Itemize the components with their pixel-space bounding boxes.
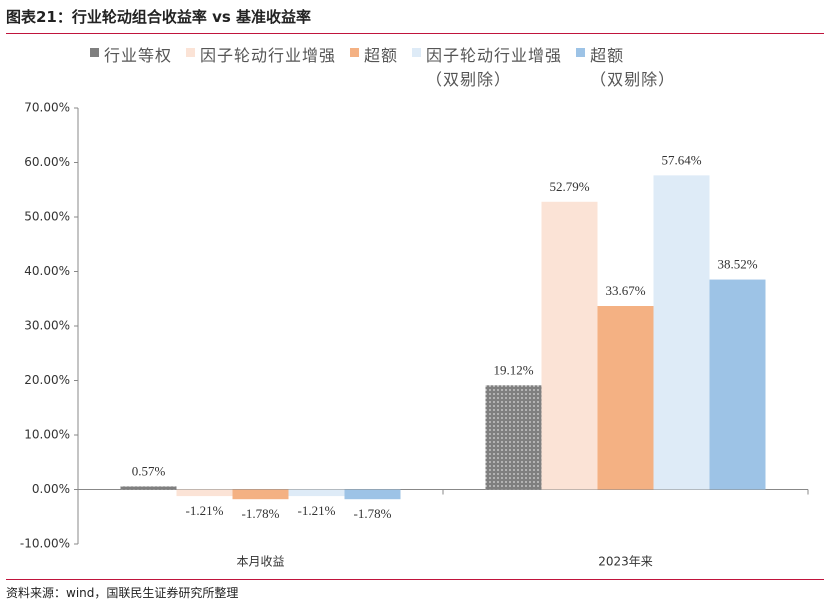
chart-title: 图表21：行业轮动组合收益率 vs 基准收益率 — [6, 8, 312, 26]
legend-item: 因子轮动行业增强 — [186, 42, 336, 90]
legend-swatch — [350, 48, 360, 57]
legend: 行业等权 因子轮动行业增强 超额 因子轮动行业增强（双剔除） 超额（双剔除） — [90, 42, 675, 90]
rule — [6, 579, 824, 580]
legend-swatch — [412, 48, 422, 57]
chart: -10.00% 0.00% 10.00% 20.00% 30.00% 40.00% 50.0… — [20, 101, 809, 569]
bar — [120, 486, 177, 490]
value-label: -1.78% — [354, 506, 392, 521]
legend-label: 因子轮动行业增强 — [200, 46, 337, 65]
value-label: 52.79% — [549, 179, 589, 194]
y-tick-label: 50.00% — [24, 210, 70, 224]
legend-item: 因子轮动行业增强（双剔除） — [412, 42, 562, 90]
value-label: 0.57% — [132, 463, 166, 478]
legend-label: 超额（双剔除） — [590, 46, 676, 89]
value-label: 57.64% — [661, 152, 701, 167]
y-tick-label: 40.00% — [24, 264, 70, 278]
value-label: -1.78% — [242, 506, 280, 521]
bar — [709, 279, 766, 490]
bar — [232, 489, 289, 500]
rule — [6, 33, 824, 34]
y-tick-label: 70.00% — [24, 101, 70, 115]
legend-item: 行业等权 — [90, 42, 172, 90]
bar — [541, 201, 598, 490]
legend-label: 超额 — [364, 46, 399, 65]
bar — [597, 305, 654, 490]
legend-swatch — [186, 48, 196, 57]
bar — [485, 385, 542, 490]
y-tick-label: 60.00% — [24, 155, 70, 169]
source: 资料来源：wind，国联民生证券研究所整理 — [6, 586, 239, 600]
legend-swatch — [90, 48, 99, 57]
y-tick-label: 30.00% — [24, 319, 70, 333]
legend-label: 因子轮动行业增强（双剔除） — [426, 46, 563, 89]
value-label: -1.21% — [298, 503, 336, 518]
y-tick-label: 10.00% — [24, 428, 70, 442]
value-label: 33.67% — [605, 283, 645, 298]
bar — [344, 489, 401, 500]
y-tick-label: 20.00% — [24, 373, 70, 387]
value-label: 38.52% — [717, 257, 757, 272]
bar — [176, 489, 233, 497]
x-tick-label: 2023年来 — [598, 555, 653, 569]
legend-item: 超额（双剔除） — [576, 42, 675, 90]
y-tick-label: 0.00% — [32, 482, 70, 496]
bar — [288, 489, 345, 497]
value-label: 19.12% — [493, 362, 533, 377]
legend-swatch — [576, 48, 586, 57]
y-tick-label: -10.00% — [20, 537, 70, 551]
legend-item: 超额 — [350, 42, 398, 90]
legend-label: 行业等权 — [104, 46, 173, 65]
value-label: -1.21% — [186, 503, 224, 518]
x-tick-label: 本月收益 — [236, 555, 284, 569]
bar — [653, 175, 710, 490]
